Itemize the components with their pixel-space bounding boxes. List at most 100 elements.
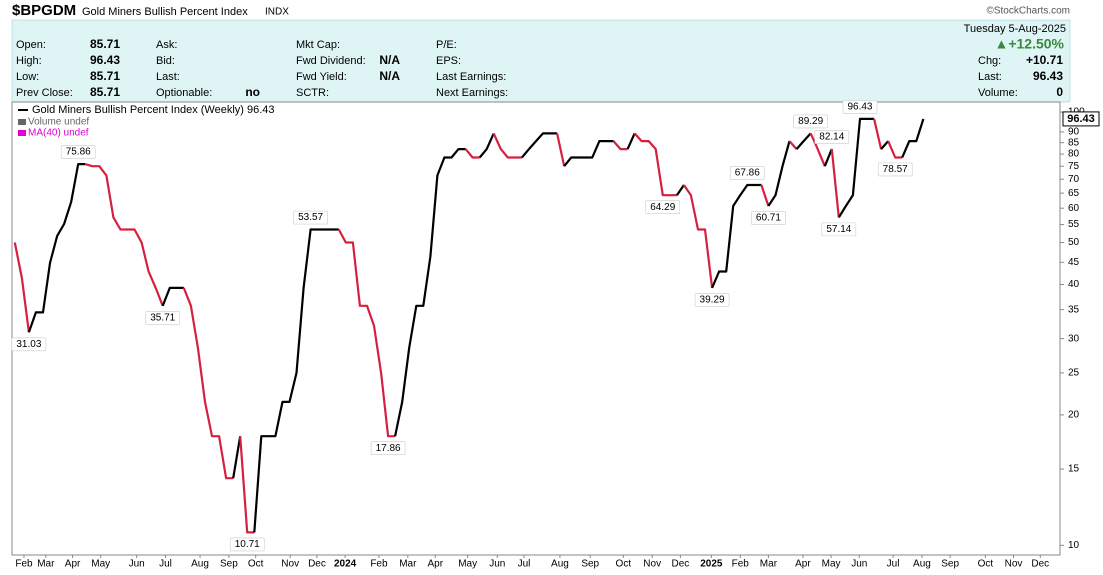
legend-label: MA(40) undef bbox=[28, 128, 89, 139]
data-label: 17.86 bbox=[376, 443, 401, 454]
series-line bbox=[788, 140, 798, 150]
field-label: High: bbox=[16, 55, 42, 67]
field-value: no bbox=[245, 85, 260, 99]
x-tick-label: Apr bbox=[65, 559, 81, 570]
field-value: 85.71 bbox=[90, 69, 120, 83]
data-label-box bbox=[821, 222, 857, 237]
series-line bbox=[760, 184, 770, 207]
data-label-box bbox=[293, 210, 328, 225]
series-line bbox=[239, 436, 255, 534]
field-value: 96.43 bbox=[90, 53, 120, 67]
chart-layer: Open: 85.71 High: 96.43 Low: 85.71 Prev Close:… bbox=[11, 37, 1100, 570]
last-value-label: 96.43 bbox=[1067, 113, 1095, 125]
x-tick-label: Jul bbox=[159, 559, 172, 570]
data-label: 57.14 bbox=[826, 224, 851, 235]
y-tick-label: 40 bbox=[1068, 279, 1080, 290]
data-label-box bbox=[842, 100, 878, 114]
data-label: 75.86 bbox=[66, 147, 91, 158]
data-label-box bbox=[751, 211, 786, 225]
y-tick-label: 25 bbox=[1068, 368, 1080, 379]
y-tick-label: 15 bbox=[1068, 464, 1080, 475]
field-label: Chg: bbox=[978, 55, 1001, 67]
field-label: Mkt Cap: bbox=[296, 39, 340, 51]
x-tick-label: May bbox=[91, 559, 110, 570]
info-panel bbox=[11, 19, 1071, 103]
data-label-box bbox=[370, 441, 406, 456]
x-tick-label: Sep bbox=[220, 559, 238, 570]
field-value: N/A bbox=[379, 53, 400, 67]
data-label-box bbox=[694, 293, 730, 307]
x-tick-label: Nov bbox=[1005, 559, 1023, 570]
field-label: Prev Close: bbox=[16, 87, 73, 99]
field-label: Last Earnings: bbox=[436, 71, 506, 83]
data-label-box bbox=[11, 337, 47, 352]
field-value: N/A bbox=[379, 69, 400, 83]
field-label: Last: bbox=[978, 71, 1002, 83]
x-tick-label: 2024 bbox=[334, 559, 357, 570]
x-tick-label: Aug bbox=[913, 559, 931, 570]
data-label: 78.57 bbox=[883, 164, 908, 175]
legend-label: Volume undef bbox=[28, 117, 89, 128]
field-value: 96.43 bbox=[1033, 69, 1063, 83]
x-tick-label: 2025 bbox=[700, 559, 723, 570]
field-label: Ask: bbox=[156, 39, 177, 51]
series-line bbox=[394, 148, 466, 437]
series-line bbox=[253, 228, 339, 533]
y-tick-label: 60 bbox=[1068, 203, 1080, 214]
field-label: P/E: bbox=[436, 39, 457, 51]
x-tick-label: Oct bbox=[978, 559, 994, 570]
x-tick-label: Dec bbox=[308, 559, 326, 570]
x-tick-label: Mar bbox=[399, 559, 417, 570]
y-tick-label: 50 bbox=[1068, 237, 1080, 248]
symbol: $BPGDM bbox=[12, 2, 76, 19]
last-value-tag bbox=[1062, 111, 1100, 127]
field-value: +10.71 bbox=[1026, 53, 1063, 67]
data-label-box bbox=[229, 537, 265, 552]
field-label: Open: bbox=[16, 39, 46, 51]
series-line bbox=[612, 140, 628, 151]
series-line bbox=[13, 242, 30, 333]
series-line bbox=[492, 132, 522, 159]
x-tick-label: Jun bbox=[489, 559, 505, 570]
x-tick-label: Aug bbox=[191, 559, 209, 570]
x-tick-label: Jul bbox=[518, 559, 531, 570]
change-percent: ▲+12.50% bbox=[994, 36, 1064, 52]
series-line bbox=[337, 228, 396, 438]
x-tick-label: Feb bbox=[370, 559, 388, 570]
x-tick-label: Sep bbox=[941, 559, 959, 570]
x-tick-label: Apr bbox=[795, 559, 811, 570]
data-label: 89.29 bbox=[798, 116, 823, 127]
index-name: Gold Miners Bullish Percent Index bbox=[82, 6, 248, 18]
series-line bbox=[675, 184, 685, 196]
series-line bbox=[795, 132, 812, 150]
series-line bbox=[521, 132, 558, 159]
data-label: 60.71 bbox=[756, 213, 781, 224]
y-tick-label: 90 bbox=[1068, 127, 1080, 138]
x-tick-label: Mar bbox=[37, 559, 55, 570]
field-value: 85.71 bbox=[90, 85, 120, 99]
field-label: Fwd Dividend: bbox=[296, 55, 366, 67]
y-tick-label: 20 bbox=[1068, 410, 1080, 421]
series-line bbox=[27, 163, 86, 333]
data-label: 39.29 bbox=[700, 295, 725, 306]
series-line bbox=[84, 163, 164, 307]
field-value: 85.71 bbox=[90, 37, 120, 51]
x-tick-label: Sep bbox=[581, 559, 599, 570]
series-line bbox=[464, 148, 480, 159]
x-tick-label: Jun bbox=[129, 559, 145, 570]
y-tick-label: 10 bbox=[1068, 540, 1080, 551]
data-label-box bbox=[877, 162, 913, 177]
series-line bbox=[880, 140, 890, 150]
field-label: Fwd Yield: bbox=[296, 71, 347, 83]
legend-swatch bbox=[18, 119, 26, 125]
y-tick-label: 70 bbox=[1068, 174, 1080, 185]
field-label: Volume: bbox=[978, 87, 1018, 99]
source: ©StockCharts.com bbox=[986, 6, 1070, 17]
series-line bbox=[633, 132, 677, 197]
field-value: 0 bbox=[1056, 85, 1063, 99]
field-label: Optionable: bbox=[156, 87, 212, 99]
field-label: SCTR: bbox=[296, 87, 329, 99]
data-label-box bbox=[645, 200, 681, 215]
series-line bbox=[823, 148, 833, 167]
